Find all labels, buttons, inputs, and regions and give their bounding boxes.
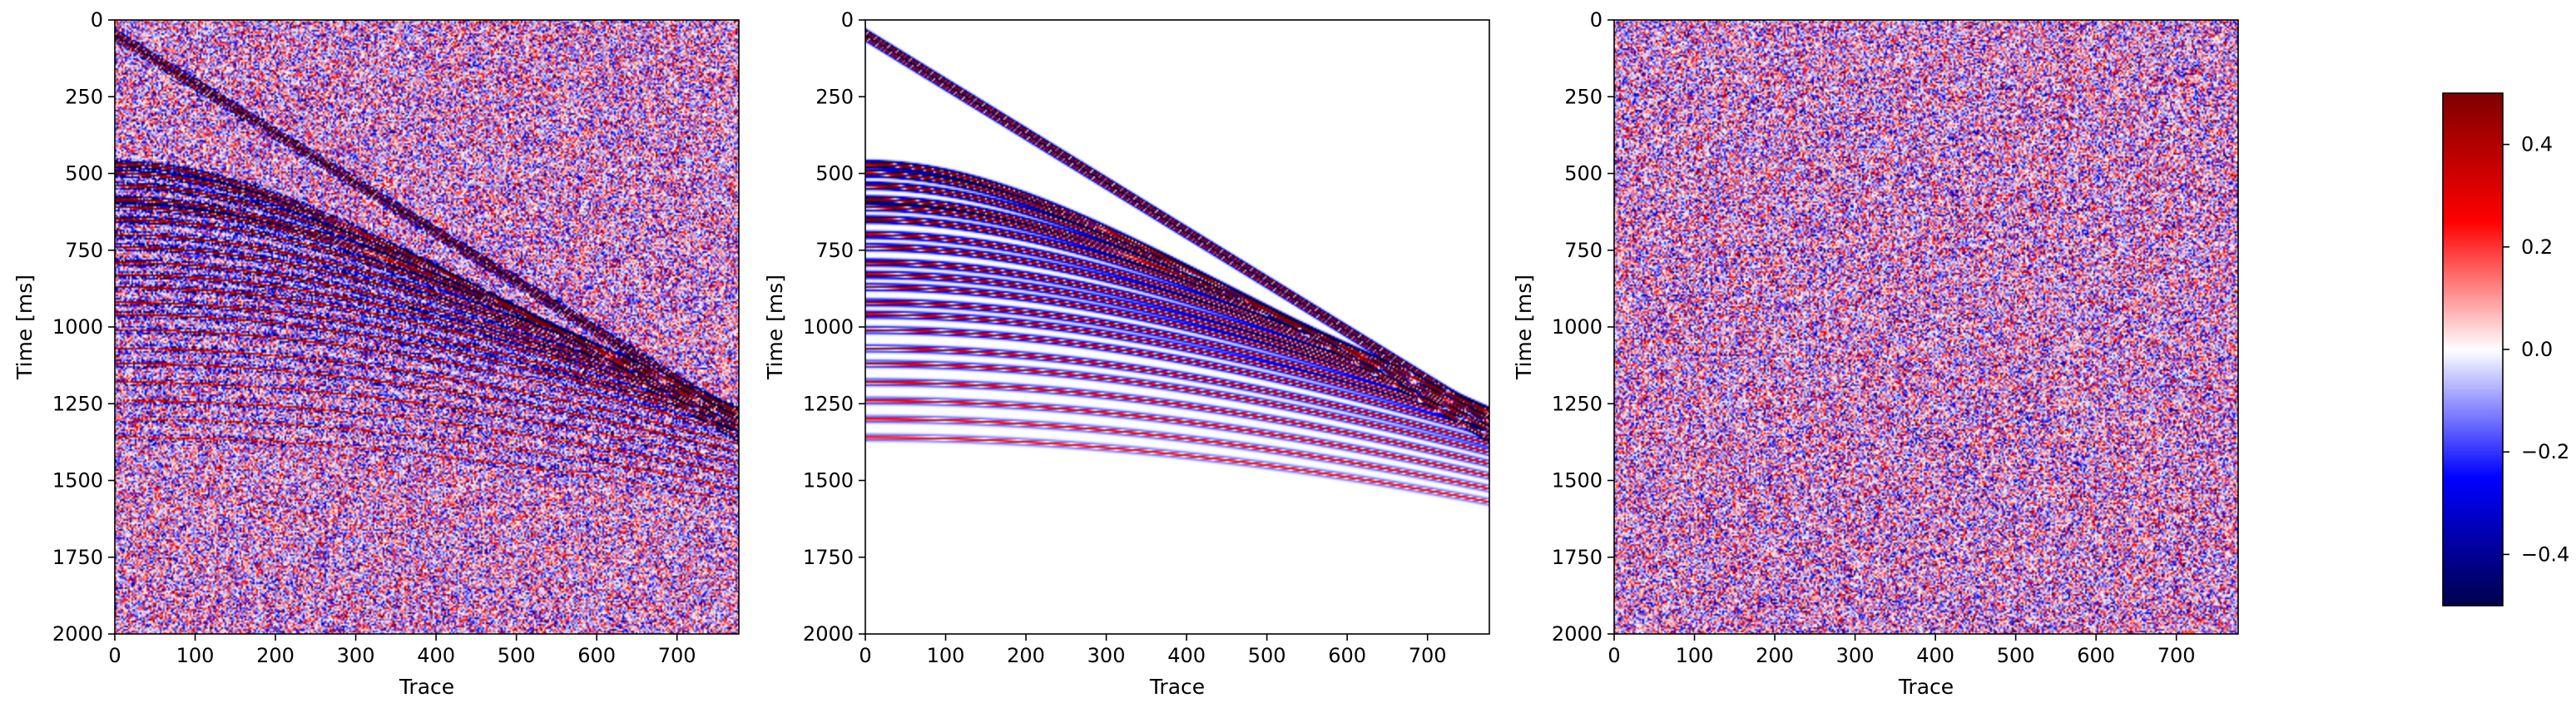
x-tick-label: 100 <box>1676 644 1714 667</box>
y-tick-label: 500 <box>815 162 854 186</box>
y-tick-label: 1750 <box>52 546 103 569</box>
y-tick-label: 2000 <box>52 622 103 646</box>
y-tick-label: 750 <box>65 239 103 262</box>
x-tick-label: 0 <box>1608 644 1620 667</box>
x-tick-label: 400 <box>1916 644 1954 667</box>
x-axis-label: Trace <box>1149 675 1205 699</box>
colorbar-gradient <box>2443 93 2503 606</box>
x-axis-label: Trace <box>399 675 454 699</box>
x-axis-label: Trace <box>1898 675 1954 699</box>
panel-middle: 0 100 200 300 400 500 600 700 0 250 500 750 1000 1250… <box>763 8 1490 699</box>
colorbar-tick-label: −0.2 <box>2521 440 2569 463</box>
y-tick-label: 1500 <box>1552 469 1603 493</box>
y-tick-label: 1500 <box>52 469 103 493</box>
y-tick-label: 0 <box>1590 8 1603 32</box>
x-tick-label: 600 <box>577 644 616 667</box>
y-tick-label: 750 <box>815 239 854 262</box>
y-tick-label: 250 <box>1564 85 1603 108</box>
x-tick-label: 700 <box>1409 644 1447 667</box>
x-tick-label: 500 <box>498 644 536 667</box>
heatmap-image-right <box>1614 20 2238 634</box>
x-tick-label: 700 <box>2157 644 2196 667</box>
colorbar-tick-label: 0.4 <box>2521 133 2553 156</box>
panel-right: 0 100 200 300 400 500 600 700 0 250 500 750 1000 1250… <box>1512 8 2239 699</box>
x-tick-label: 700 <box>658 644 696 667</box>
x-tick-label: 200 <box>1756 644 1794 667</box>
x-tick-label: 500 <box>1248 644 1286 667</box>
x-tick-label: 400 <box>1167 644 1206 667</box>
y-tick-label: 0 <box>841 8 854 32</box>
y-tick-label: 1250 <box>803 392 854 415</box>
y-tick-label: 1750 <box>803 546 854 569</box>
x-tick-label: 600 <box>1328 644 1366 667</box>
x-tick-label: 600 <box>2077 644 2115 667</box>
colorbar-tick-label: 0.2 <box>2521 235 2553 259</box>
colorbar-tick-label: 0.0 <box>2521 338 2553 361</box>
y-tick-label: 250 <box>65 85 103 108</box>
y-tick-label: 0 <box>91 8 103 32</box>
x-tick-label: 100 <box>927 644 965 667</box>
x-tick-label: 400 <box>417 644 455 667</box>
x-tick-label: 100 <box>176 644 215 667</box>
x-tick-label: 0 <box>859 644 871 667</box>
y-tick-label: 1500 <box>803 469 854 493</box>
y-tick-label: 250 <box>815 85 854 108</box>
y-axis-label: Time [ms] <box>12 275 37 380</box>
x-tick-label: 300 <box>1836 644 1875 667</box>
x-tick-label: 300 <box>1087 644 1126 667</box>
y-tick-label: 1250 <box>1552 392 1603 415</box>
y-tick-label: 500 <box>1564 162 1603 186</box>
y-tick-label: 1750 <box>1552 546 1603 569</box>
y-tick-label: 500 <box>65 162 103 186</box>
y-tick-label: 1000 <box>52 315 103 339</box>
colorbar-tick-label: −0.4 <box>2521 542 2569 566</box>
x-tick-label: 200 <box>1007 644 1045 667</box>
y-tick-label: 1000 <box>803 315 854 339</box>
panel-left: 0 100 200 300 400 500 600 700 0 250 500 750 1000 1250… <box>12 8 740 699</box>
heatmap-image-middle <box>865 20 1489 634</box>
y-tick-label: 2000 <box>803 622 854 646</box>
x-tick-label: 0 <box>108 644 121 667</box>
y-tick-label: 2000 <box>1552 622 1603 646</box>
y-axis-label: Time [ms] <box>763 275 787 380</box>
x-tick-label: 300 <box>337 644 375 667</box>
x-tick-label: 500 <box>1997 644 2035 667</box>
y-tick-label: 750 <box>1564 239 1603 262</box>
x-tick-label: 200 <box>256 644 295 667</box>
y-tick-label: 1250 <box>52 392 103 415</box>
heatmap-image-left <box>115 20 739 634</box>
y-tick-label: 1000 <box>1552 315 1603 339</box>
colorbar: 0.4 0.2 0.0 −0.2 −0.4 <box>2442 92 2569 607</box>
y-axis-label: Time [ms] <box>1512 275 1536 380</box>
